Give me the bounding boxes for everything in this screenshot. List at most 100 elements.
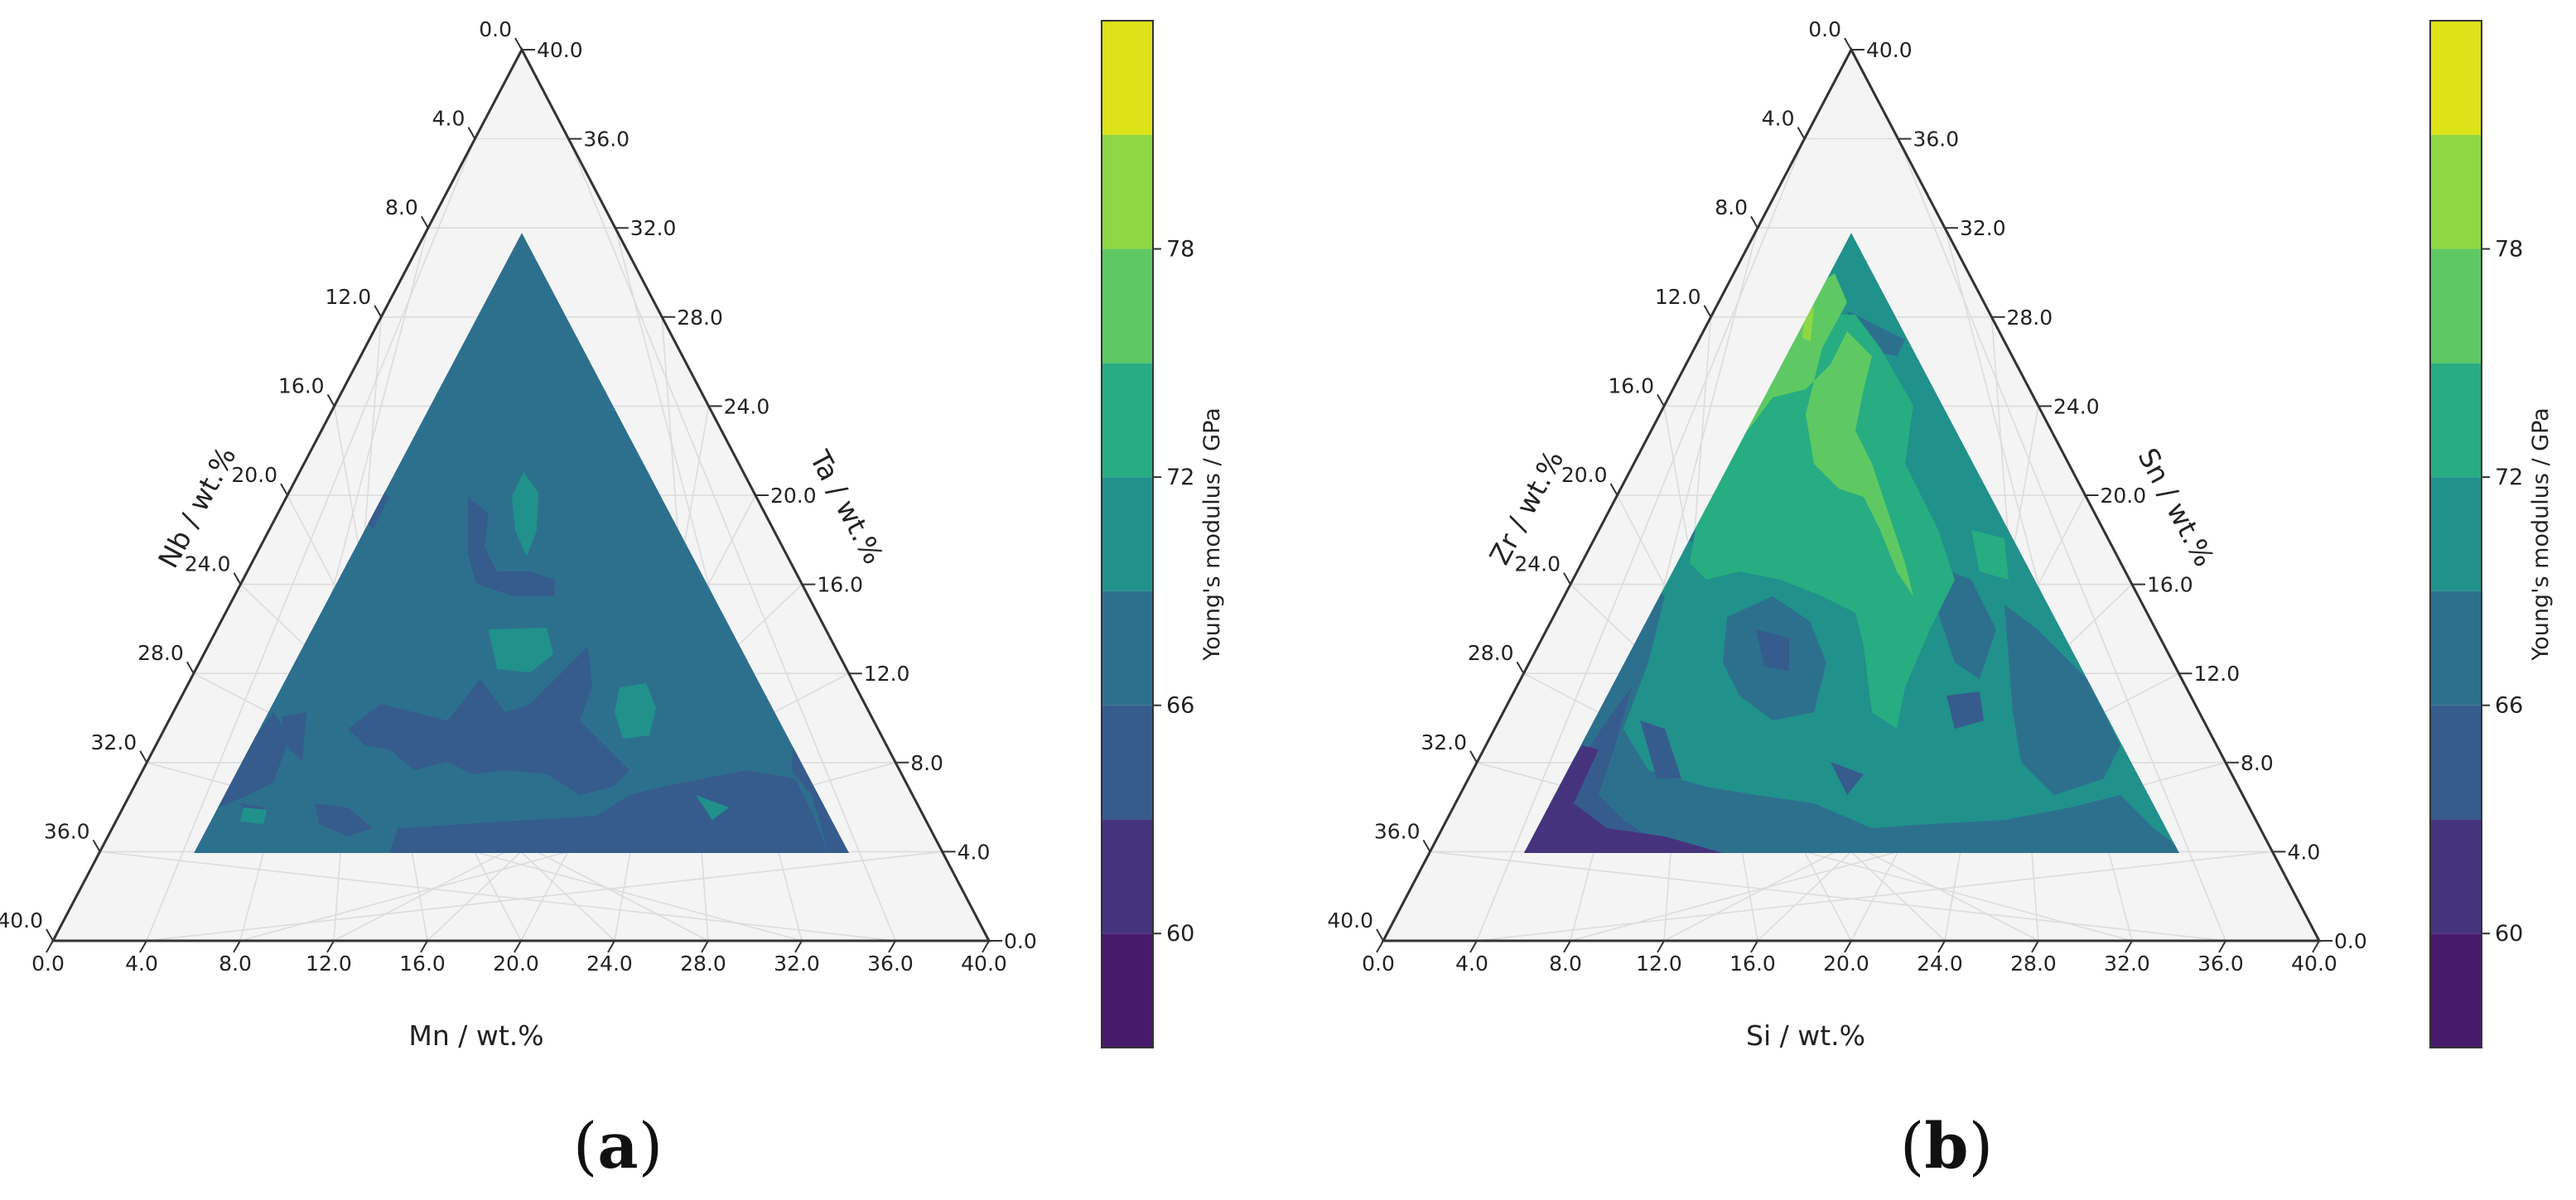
- bottom-tick: [982, 940, 990, 953]
- left-tick-label: 12.0: [326, 285, 372, 309]
- grid-line: [1897, 138, 2226, 942]
- left-tick-label: 28.0: [137, 641, 184, 665]
- colorbar-band: [1102, 134, 1153, 249]
- right-tick-label: 40.0: [1866, 38, 1913, 62]
- bottom-tick: [2125, 940, 2133, 953]
- colorbar-label-a: Young's modulus / GPa: [1199, 407, 1225, 661]
- contour-region-a-11: [489, 628, 553, 672]
- contour-region-a-8: [282, 712, 306, 762]
- colorbar-band: [2430, 705, 2482, 820]
- bottom-tick: [2312, 940, 2320, 953]
- left-tick: [326, 393, 335, 407]
- bottom-tick: [233, 940, 241, 953]
- panel-label-a: (a): [573, 1109, 663, 1183]
- contour-region-b-5: [2004, 605, 2120, 795]
- left-tick: [139, 750, 148, 764]
- colorbar-band: [2430, 477, 2482, 591]
- right-tick-label: 8.0: [910, 751, 943, 775]
- contour-region-b-1: [1524, 580, 2179, 853]
- contour-region-a-4: [389, 770, 828, 853]
- bottom-tick: [1844, 940, 1852, 953]
- left-tick: [1376, 928, 1384, 942]
- axis-label-bottom-a: Mn / wt.%: [408, 1019, 543, 1052]
- left-tick: [92, 839, 101, 852]
- left-tick-label: 16.0: [1608, 373, 1654, 398]
- left-tick: [1516, 661, 1525, 674]
- bottom-tick-label: 28.0: [680, 952, 726, 976]
- bottom-tick-label: 32.0: [774, 952, 820, 976]
- colorbar-band: [2430, 21, 2482, 135]
- colorbar-tick-label: 72: [1166, 465, 1194, 490]
- contour-region-b-10: [1756, 629, 1789, 671]
- bottom-tick-label: 4.0: [125, 952, 158, 976]
- right-tick-label: 24.0: [724, 394, 770, 418]
- colorbar-tick-label: 78: [2495, 237, 2523, 263]
- bottom-tick: [1937, 940, 1946, 953]
- colorbar-band: [1102, 21, 1153, 135]
- colorbar-band: [2430, 590, 2482, 706]
- right-tick-label: 8.0: [2241, 751, 2274, 775]
- left-tick-label: 36.0: [44, 819, 90, 843]
- bottom-tick: [1750, 940, 1758, 953]
- left-tick: [374, 305, 383, 318]
- bottom-tick: [1469, 940, 1478, 953]
- right-tick-label: 24.0: [2053, 394, 2100, 418]
- left-tick: [1797, 127, 1806, 140]
- right-tick-label: 20.0: [770, 484, 817, 508]
- left-tick-label: 12.0: [1655, 285, 1701, 309]
- left-tick-label: 40.0: [0, 908, 43, 933]
- colorbar-band: [2430, 134, 2482, 249]
- grid-line: [99, 851, 896, 942]
- left-tick: [1609, 483, 1618, 496]
- axis-label-bottom-b: Si / wt.%: [1746, 1019, 1865, 1052]
- left-tick: [233, 572, 242, 586]
- contour-region-b-12: [1831, 762, 1864, 795]
- colorbar-band: [1102, 363, 1153, 478]
- contour-field-b: [1524, 233, 2179, 853]
- right-tick-label: 28.0: [677, 306, 723, 330]
- contour-region-a-14: [696, 795, 729, 820]
- contour-region-b-16: [1748, 273, 1913, 596]
- right-tick-label: 16.0: [817, 573, 863, 597]
- colorbar-tick-label: 72: [2495, 465, 2523, 490]
- left-tick: [420, 215, 429, 229]
- colorbar-band: [2430, 819, 2482, 934]
- colorbar-tick-label: 60: [1166, 921, 1194, 947]
- right-tick-label: 0.0: [2334, 929, 2367, 953]
- bottom-tick: [1657, 940, 1665, 953]
- left-tick: [1844, 37, 1852, 51]
- colorbar-label-b: Young's modulus / GPa: [2528, 407, 2554, 661]
- left-tick-label: 20.0: [1561, 463, 1608, 487]
- left-tick: [1422, 839, 1431, 852]
- panel-a: 0.0 0.0 0.0 4.0 4.0 4.0 8.0 8.0 8.0 12.0 12.0 12.0 1…: [0, 17, 1225, 1183]
- bottom-tick-label: 0.0: [31, 952, 65, 976]
- right-tick-label: 28.0: [2007, 306, 2053, 330]
- bottom-tick-label: 0.0: [1362, 952, 1395, 976]
- bottom-tick: [139, 940, 147, 953]
- right-tick-label: 36.0: [1913, 128, 1960, 152]
- right-tick-label: 32.0: [1960, 216, 2006, 240]
- bottom-tick: [607, 940, 615, 953]
- colorbar-band: [2430, 933, 2482, 1048]
- contour-region-b-9: [1640, 720, 1681, 778]
- left-tick: [1563, 572, 1571, 586]
- grid-line: [567, 138, 896, 942]
- right-tick-label: 4.0: [958, 840, 991, 864]
- bottom-tick: [326, 940, 335, 953]
- right-tick-label: 36.0: [583, 128, 630, 152]
- right-tick-label: 16.0: [2147, 573, 2193, 597]
- left-tick: [1750, 215, 1758, 229]
- contour-region-a-1: [194, 712, 290, 853]
- bottom-tick-label: 12.0: [1636, 952, 1682, 976]
- bottom-tick: [2218, 940, 2226, 953]
- right-tick-label: 0.0: [1004, 929, 1037, 953]
- colorbar-band: [1102, 590, 1153, 706]
- left-tick: [46, 928, 54, 942]
- left-tick-label: 20.0: [231, 463, 277, 487]
- contour-region-a-6: [468, 497, 555, 596]
- left-tick-label: 40.0: [1327, 908, 1373, 933]
- left-tick-label: 4.0: [432, 107, 466, 131]
- ternary-ticks-a: 0.0 0.0 0.0 4.0 4.0 4.0 8.0 8.0 8.0 12.0 12.0 12.0 1…: [0, 17, 1037, 976]
- left-tick-label: 24.0: [185, 552, 231, 576]
